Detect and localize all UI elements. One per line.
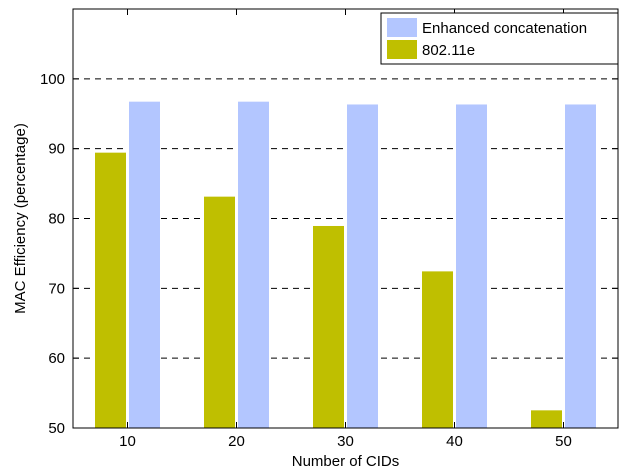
x-tick-label: 50: [555, 433, 572, 450]
y-tick-label: 60: [48, 350, 65, 367]
legend-label: Enhanced concatenation: [422, 20, 587, 37]
x-tick-label: 10: [119, 433, 136, 450]
bar-enhanced-40: [455, 103, 488, 429]
bar-80211e-50: [530, 409, 563, 429]
x-tick-label: 30: [337, 433, 354, 450]
legend: Enhanced concatenation 802.11e: [380, 12, 619, 65]
y-tick-label: 50: [48, 420, 65, 437]
y-axis: 50 60 70 80 90 100: [40, 71, 618, 437]
x-tick-label: 20: [228, 433, 245, 450]
bar-enhanced-50: [564, 103, 597, 429]
y-axis-title: MAC Efficiency (percentage): [12, 123, 29, 314]
y-tick-label: 70: [48, 280, 65, 297]
bar-enhanced-30: [346, 103, 379, 429]
x-axis: 10 20 30 40 50: [119, 9, 572, 450]
y-tick-label: 90: [48, 141, 65, 158]
bar-enhanced-10: [128, 100, 161, 429]
bar-80211e-30: [312, 224, 345, 429]
y-tick-label: 100: [40, 71, 65, 88]
legend-swatch: [387, 40, 417, 59]
bar-80211e-20: [203, 195, 236, 429]
y-tick-label: 80: [48, 211, 65, 228]
legend-label: 802.11e: [422, 42, 475, 59]
legend-swatch: [387, 18, 417, 37]
bar-80211e-10: [94, 151, 127, 429]
bar-80211e-40: [421, 270, 454, 429]
grid-lines: [73, 78, 618, 359]
bars: [94, 100, 597, 429]
bar-enhanced-20: [237, 100, 270, 429]
x-axis-title: Number of CIDs: [292, 453, 400, 470]
x-tick-label: 40: [446, 433, 463, 450]
legend-box: [380, 12, 619, 65]
